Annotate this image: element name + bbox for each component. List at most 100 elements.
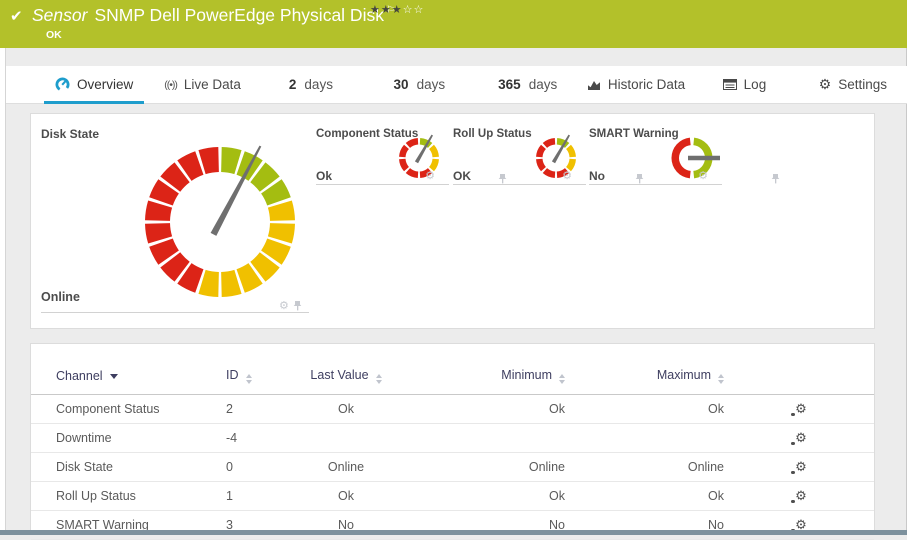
tab-log[interactable]: Log	[690, 66, 798, 103]
table-row-downtime: Downtime -4 ⚙	[31, 423, 874, 453]
gauge-segment	[149, 179, 179, 206]
cell-maximum: No	[569, 510, 728, 540]
pin-icon[interactable]	[635, 173, 644, 184]
cell-id: 2	[226, 394, 281, 424]
pin-icon[interactable]	[771, 173, 780, 184]
col-header-maximum[interactable]: Maximum	[569, 362, 728, 395]
cell-last-value: No	[281, 510, 411, 540]
cell-minimum	[411, 423, 569, 453]
tab-2-days[interactable]: 2 days	[288, 77, 333, 92]
star-filled-icon[interactable]: ★	[370, 3, 381, 16]
ok-check-icon: ✔	[10, 7, 23, 25]
tab-overview[interactable]: Overview	[40, 66, 148, 104]
star-empty-icon[interactable]: ☆	[402, 3, 414, 16]
gauge-segment	[267, 223, 295, 244]
gear-icon: ⚙	[818, 76, 832, 93]
tab-30-days[interactable]: 30 days	[393, 77, 446, 92]
star-filled-icon[interactable]: ★	[391, 3, 403, 16]
sensor-kind-label: Sensor	[32, 5, 88, 25]
gauge-segment	[542, 138, 556, 148]
cell-id: 1	[226, 481, 281, 511]
active-tab-indicator	[44, 101, 145, 104]
col-header-minimum[interactable]: Minimum	[411, 362, 569, 395]
gauge-toolbar: ⚙	[562, 169, 644, 184]
gauge-segment	[198, 147, 219, 175]
status-badge: OK	[46, 29, 62, 41]
gauge-segment	[419, 168, 433, 178]
gauge-segment	[149, 238, 179, 265]
tab-settings[interactable]: ⚙ Settings	[818, 76, 887, 93]
gauge-settings-icon[interactable]: ⚙	[698, 169, 708, 182]
priority-flag-icon[interactable]: ⚐	[385, 5, 395, 16]
component-status-panel: Component Status Ok ⚙	[316, 126, 507, 185]
smart-warning-value: No	[589, 169, 605, 183]
component-status-value: Ok	[316, 169, 333, 183]
disk-state-value: Online	[41, 290, 80, 304]
star-empty-icon[interactable]: ☆	[413, 3, 425, 16]
cell-maximum	[569, 423, 728, 453]
cell-minimum: Ok	[411, 394, 569, 424]
table-row-smart-warning: SMART Warning 3 No No No ⚙	[31, 510, 874, 540]
gauge-needle	[210, 145, 262, 236]
overview-gauges-panel: Disk State Online ⚙ Component Status Ok …	[30, 113, 875, 329]
area-chart-icon	[587, 79, 601, 91]
cell-minimum: Ok	[411, 481, 569, 511]
col-header-channel[interactable]: Channel	[31, 362, 226, 395]
pin-icon[interactable]	[498, 173, 507, 184]
sensor-title: SNMP Dell PowerEdge Physical Disk	[94, 5, 384, 25]
gauge-segment	[671, 137, 691, 179]
cell-channel: Roll Up Status	[31, 481, 226, 511]
gauge-settings-icon[interactable]: ⚙	[562, 169, 572, 182]
cell-last-value	[281, 423, 411, 453]
cell-minimum: No	[411, 510, 569, 540]
gauge-toolbar: ⚙	[279, 300, 302, 311]
smart-warning-gauge	[671, 137, 720, 179]
rating-stars[interactable]: ★★★☆☆	[370, 3, 424, 16]
cell-maximum: Ok	[569, 481, 728, 511]
table-header-row: Channel ID Last Value Minimum Maximum	[31, 362, 874, 395]
tab-bar: Overview ((•)) Live Data 2 days 30 days …	[6, 66, 907, 104]
gauge-segment	[429, 158, 439, 172]
gauge-settings-icon[interactable]: ⚙	[425, 169, 435, 182]
gauge-segment	[145, 223, 173, 244]
cell-id: 3	[226, 510, 281, 540]
channel-settings-icon[interactable]: ⚙	[791, 431, 807, 446]
col-header-last-value[interactable]: Last Value	[281, 362, 411, 395]
channels-table: Channel ID Last Value Minimum Maximum Co…	[31, 362, 874, 540]
star-filled-icon[interactable]: ★	[380, 3, 392, 16]
gauge-segment	[145, 200, 173, 221]
cell-edit: ⚙	[728, 481, 874, 511]
channel-settings-icon[interactable]: ⚙	[791, 460, 807, 475]
tab-live-data[interactable]: ((•)) Live Data	[164, 77, 241, 92]
gauge-segment	[250, 162, 280, 192]
pin-icon[interactable]	[293, 300, 302, 311]
gauge-needle	[414, 134, 433, 164]
gauge-segment	[198, 269, 219, 297]
channel-table-body: Component Status 2 Ok Ok Ok ⚙ Downtime -4 ⚙ Disk …	[31, 394, 874, 540]
tab-historic-data[interactable]: Historic Data	[582, 66, 690, 103]
sort-icon	[559, 374, 565, 384]
log-list-icon	[722, 79, 737, 90]
gauge-toolbar: ⚙	[425, 169, 507, 184]
cell-channel: Downtime	[31, 423, 226, 453]
sort-desc-icon	[109, 374, 118, 379]
channel-settings-icon[interactable]: ⚙	[791, 402, 807, 417]
gauge-segment	[693, 137, 713, 179]
channel-settings-icon[interactable]: ⚙	[791, 489, 807, 504]
gauge-segment	[261, 238, 291, 265]
smart-warning-title: SMART Warning	[589, 128, 679, 140]
gauge-segment	[177, 263, 204, 293]
col-header-id[interactable]: ID	[226, 362, 281, 395]
gauge-settings-icon[interactable]: ⚙	[279, 299, 289, 312]
cell-edit: ⚙	[728, 452, 874, 482]
gauge-segment	[267, 200, 295, 221]
gauge-segment	[405, 168, 419, 178]
gauge-segment	[556, 138, 570, 148]
tab-365-days[interactable]: 365 days	[498, 77, 558, 92]
page-title: Sensor SNMP Dell PowerEdge Physical Disk ⚐	[32, 5, 395, 26]
divider	[41, 312, 309, 313]
rollup-status-gauge	[536, 134, 576, 178]
gauge-toolbar: ⚙	[698, 169, 780, 184]
gauge-segment	[556, 168, 570, 178]
bottom-edge-bar	[0, 530, 907, 535]
